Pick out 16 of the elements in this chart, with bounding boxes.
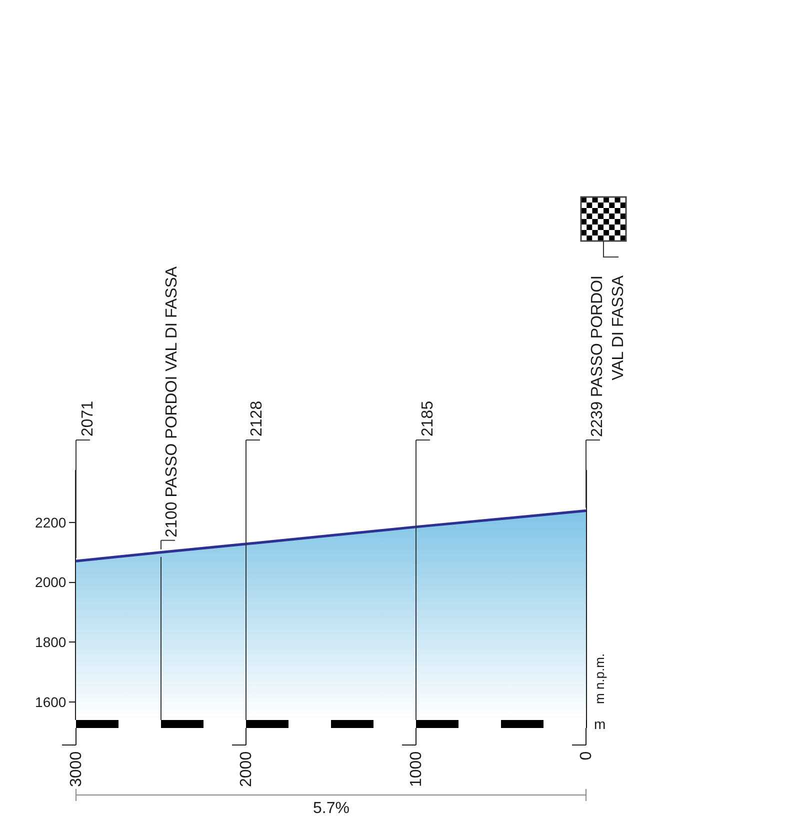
y-tick-label: 1800: [35, 634, 66, 650]
y-tick-label: 2000: [35, 574, 66, 590]
y-tick-label: 2200: [35, 514, 66, 530]
text: 5.7%: [313, 800, 350, 817]
x-tick-label: 3000: [68, 751, 86, 787]
annotation: 2185: [419, 400, 436, 437]
annotation: 2128: [248, 400, 266, 436]
x-tick-label: 1000: [408, 751, 426, 787]
annotation: 2239 PASSO PORDOI VAL DI FASSA: [589, 275, 627, 437]
x-tick-label: 0: [578, 751, 596, 760]
annotation: 2071: [80, 400, 96, 436]
y-axis-title: m n.p.m.: [592, 653, 607, 704]
annotation: 2100 PASSO PORDOI VAL DI FASSA: [164, 266, 181, 538]
x-axis-title: m: [594, 716, 606, 732]
y-tick-label: 1600: [35, 694, 66, 710]
x-tick-label: 2000: [238, 751, 256, 787]
